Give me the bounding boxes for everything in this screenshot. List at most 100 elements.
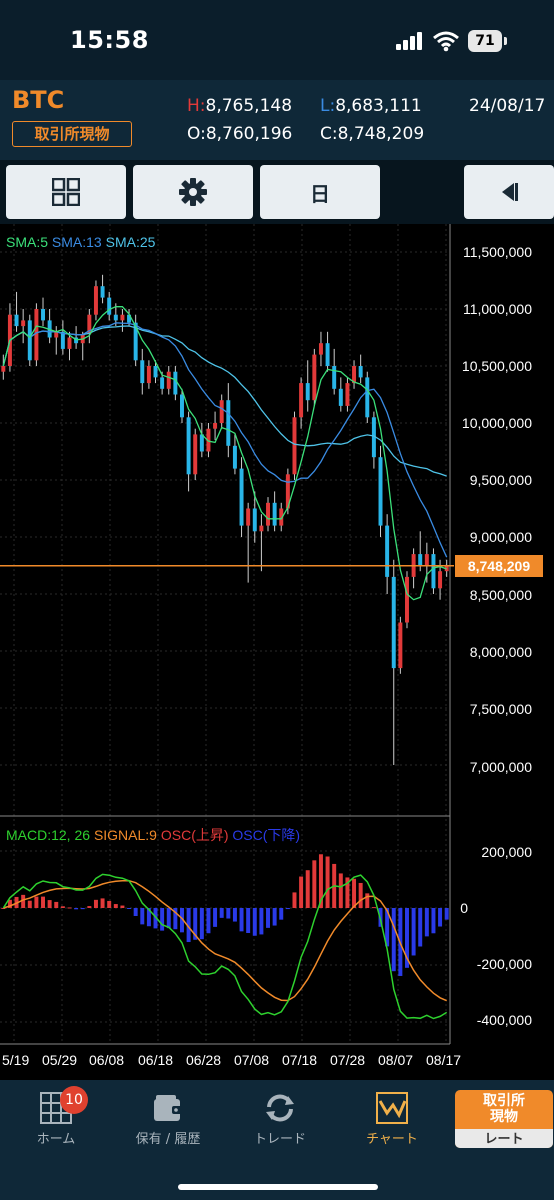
- osc-bar: [160, 908, 165, 931]
- osc-bar: [299, 876, 304, 908]
- osc-bar: [74, 908, 79, 910]
- battery-icon: 71: [468, 30, 502, 52]
- low-price: L:8,683,111: [320, 96, 422, 116]
- notification-badge: 10: [60, 1086, 88, 1114]
- macd-legend-label: MACD:12, 26: [6, 827, 91, 843]
- osc-bar: [438, 908, 443, 927]
- price-tick: 7,000,000: [469, 759, 532, 775]
- osc-bar: [213, 908, 218, 927]
- osc-bar: [358, 882, 363, 908]
- tab-home[interactable]: ホーム: [6, 1088, 106, 1147]
- osc-bar: [279, 908, 284, 920]
- tab-chart[interactable]: チャート: [342, 1088, 442, 1147]
- osc-bar: [153, 908, 158, 929]
- osc-bar: [180, 908, 184, 933]
- rate-button[interactable]: 取引所 現物 レート: [455, 1090, 553, 1148]
- candle-body: [67, 337, 72, 349]
- candle-body: [1, 366, 6, 372]
- quote-date: 24/08/17: [469, 96, 546, 116]
- date-tick: 5/19: [2, 1052, 30, 1068]
- osc-bar: [365, 893, 370, 908]
- candle-body: [371, 417, 376, 458]
- date-tick: 07/08: [234, 1052, 270, 1068]
- osc-bar: [411, 908, 416, 956]
- candle-body: [239, 468, 244, 526]
- quote-header: [0, 80, 554, 160]
- osc-bar: [226, 908, 231, 919]
- macd-tick: -400,000: [476, 1012, 532, 1028]
- date-tick: 06/18: [138, 1052, 174, 1068]
- candle-body: [259, 525, 264, 532]
- osc-bar: [345, 877, 350, 908]
- osc-bar: [146, 908, 151, 927]
- candle-body: [27, 320, 32, 361]
- signal-legend-label: SIGNAL:9: [93, 827, 157, 843]
- settings-button[interactable]: [133, 165, 253, 219]
- date-tick: 08/07: [378, 1052, 414, 1068]
- osc-bar: [7, 899, 12, 908]
- osc-bar: [21, 894, 26, 908]
- osc-bar: [292, 892, 297, 908]
- osc-bar: [47, 900, 52, 908]
- refresh-arrows-icon: [266, 1094, 294, 1122]
- open-price: O:8,760,196: [187, 124, 292, 144]
- candle-body: [418, 554, 423, 566]
- candle-body: [186, 417, 191, 475]
- open-value: 8,760,196: [205, 124, 293, 144]
- sma5-legend: SMA:5: [6, 234, 49, 250]
- candle-body: [266, 502, 270, 526]
- candle-body: [352, 366, 357, 384]
- osc-bar: [352, 878, 357, 908]
- candle-body: [87, 314, 92, 335]
- osc-bar: [219, 908, 224, 918]
- osc-bar: [27, 900, 32, 908]
- osc-bar: [193, 908, 198, 940]
- sma25-legend: SMA:25: [105, 234, 156, 250]
- osc-bar: [173, 908, 178, 930]
- collapse-button[interactable]: [464, 165, 554, 219]
- candle-body: [153, 366, 158, 378]
- sma13-legend: SMA:13: [51, 234, 102, 250]
- osc-bar: [41, 896, 45, 908]
- candle-body: [385, 525, 390, 577]
- candle-body: [318, 343, 323, 355]
- candle-body: [431, 554, 436, 589]
- candle-body: [272, 502, 277, 526]
- price-tick: 9,500,000: [469, 472, 532, 488]
- osc-bar: [100, 898, 105, 908]
- tab-trade[interactable]: トレード: [230, 1088, 330, 1147]
- candle-body: [405, 576, 409, 623]
- price-tick: 11,500,000: [462, 244, 532, 260]
- osc-bar: [120, 905, 125, 908]
- osc-bar: [338, 873, 343, 908]
- osc-bar: [133, 908, 138, 916]
- candle-body: [180, 394, 184, 418]
- candle-body: [34, 309, 39, 361]
- osc-bar: [127, 908, 132, 909]
- date-tick: 07/18: [282, 1052, 318, 1068]
- low-label: L:: [320, 96, 336, 116]
- date-tick: 05/29: [42, 1052, 78, 1068]
- chart-icon: [376, 1092, 408, 1124]
- osc-bar: [60, 906, 65, 908]
- macd-line: [2, 873, 448, 1020]
- sma5-line: [2, 306, 447, 601]
- low-value: 8,683,111: [335, 96, 422, 116]
- signal-line: [3, 879, 448, 1002]
- date-tick: 06/28: [186, 1052, 222, 1068]
- candle-body: [14, 314, 19, 327]
- date-tick: 06/08: [89, 1052, 125, 1068]
- candle-body: [60, 331, 65, 349]
- tab-holdings[interactable]: 保有 / 履歴: [118, 1088, 218, 1147]
- macd-legend: MACD:12, 26 SIGNAL:9 OSC(上昇) OSC(下降): [6, 825, 300, 845]
- period-button[interactable]: 日: [260, 165, 380, 219]
- candle-body: [391, 576, 396, 669]
- price-tick: 10,000,000: [461, 415, 532, 431]
- layout-button[interactable]: [6, 165, 126, 219]
- candle-body: [107, 297, 112, 315]
- chart-area[interactable]: [0, 224, 554, 1080]
- osc-bar: [305, 870, 310, 908]
- price-chart[interactable]: [0, 224, 554, 1080]
- osc-bar: [405, 908, 409, 968]
- cellular-signal-icon: [396, 32, 422, 50]
